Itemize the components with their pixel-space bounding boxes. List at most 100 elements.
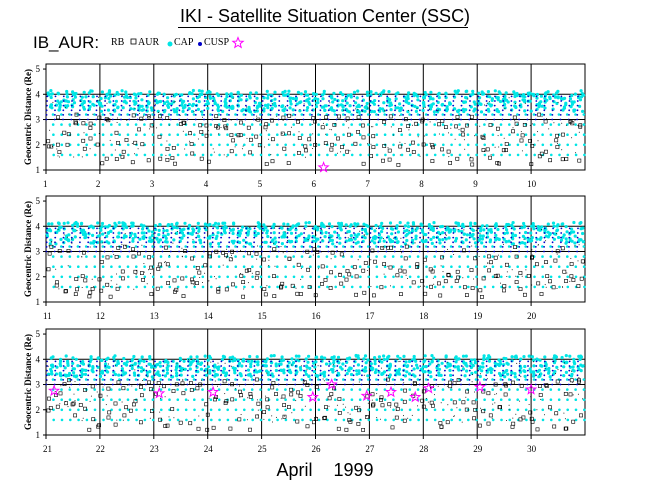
aur-point	[537, 154, 542, 159]
aur-point	[64, 401, 69, 406]
x-tick-label: 3	[150, 179, 155, 189]
cap-point	[192, 245, 196, 248]
cap-point	[159, 255, 163, 258]
aur-point	[282, 414, 287, 419]
rb-point	[109, 112, 111, 114]
cap-point	[255, 355, 259, 359]
cusp-point	[560, 227, 563, 230]
cap-point	[259, 153, 263, 157]
cusp-point	[452, 379, 454, 381]
cap-point	[334, 153, 338, 157]
aur-point	[402, 399, 407, 404]
rb-point	[270, 154, 272, 156]
cap-point	[574, 143, 578, 147]
cusp-point	[352, 236, 355, 239]
cap-point	[92, 240, 96, 244]
rb-point	[478, 249, 480, 250]
aur-point	[222, 118, 227, 123]
cap-point	[282, 222, 286, 226]
cap-point	[441, 388, 445, 391]
rb-point	[57, 228, 59, 230]
cap-point	[143, 255, 146, 258]
cap-point	[417, 408, 420, 412]
cusp-point	[361, 365, 364, 367]
y-tick-label: 3	[36, 115, 41, 125]
y-tick-label: 4	[36, 354, 41, 364]
cusp-point	[419, 360, 422, 363]
aur-point	[181, 391, 186, 396]
cap-point	[267, 255, 271, 258]
cusp-point	[195, 374, 197, 377]
cusp-point	[436, 227, 438, 230]
cap-point	[256, 360, 260, 364]
cusp-point	[162, 236, 164, 239]
aur-point	[303, 144, 308, 149]
aur-point	[504, 142, 509, 146]
rb-point	[417, 405, 419, 407]
aur-point	[150, 409, 154, 414]
cusp-point	[128, 369, 131, 372]
cap-point	[71, 93, 76, 97]
cap-point	[306, 93, 310, 97]
cap-point	[552, 224, 556, 228]
cap-point	[535, 92, 540, 97]
aur-point	[289, 387, 294, 392]
rb-point	[407, 278, 408, 279]
rb-point	[149, 417, 151, 419]
rb-point	[190, 130, 192, 132]
aur-point	[165, 262, 170, 267]
aur-point	[238, 389, 242, 394]
cap-point	[208, 242, 212, 246]
cap-point	[154, 224, 158, 228]
cusp-point	[353, 232, 355, 234]
rb-point	[81, 256, 83, 258]
cap-point	[392, 275, 395, 279]
cap-point	[414, 359, 418, 363]
cap-point	[284, 153, 288, 157]
cusp-point	[352, 246, 355, 248]
chart-title: IKI - Satellite Situation Center (SSC)	[179, 6, 471, 26]
cap-point	[309, 143, 312, 147]
cap-point	[334, 275, 337, 279]
cusp-point	[128, 104, 131, 107]
cap-point	[286, 92, 290, 97]
cap-point	[424, 239, 428, 243]
rb-point	[160, 397, 162, 399]
aur-point	[514, 254, 519, 259]
aur-point	[122, 413, 127, 418]
cap-point	[292, 153, 296, 157]
cap-point	[176, 123, 179, 126]
cap-point	[350, 275, 354, 279]
cap-point	[462, 109, 466, 114]
cusp-point	[386, 365, 388, 367]
rb-point	[116, 283, 118, 285]
aur-point	[170, 156, 175, 161]
cap-point	[57, 92, 61, 96]
rb-point	[361, 110, 363, 112]
cusp-point	[377, 241, 380, 244]
rb-point	[173, 417, 175, 419]
cusp-point	[78, 118, 81, 121]
cap-point	[349, 223, 353, 227]
rb-point	[226, 248, 228, 250]
cap-point	[247, 105, 251, 109]
cap-point	[364, 369, 368, 373]
cusp-point	[560, 104, 562, 107]
cap-point	[282, 371, 286, 375]
aur-point	[352, 265, 357, 270]
cusp-point	[468, 241, 471, 244]
cap-point	[283, 378, 287, 381]
aur-point	[387, 157, 392, 162]
cap-point	[201, 408, 205, 412]
cusp-point	[477, 100, 480, 102]
rb-point	[218, 133, 219, 135]
cap-point	[504, 98, 509, 102]
cusp-point	[427, 109, 430, 112]
cap-point	[222, 355, 227, 359]
cap-point	[374, 91, 378, 95]
cusp-point	[95, 118, 98, 121]
cap-point	[75, 222, 79, 226]
aur-point	[88, 121, 93, 126]
cap-point	[123, 234, 127, 238]
cap-point	[216, 93, 221, 98]
